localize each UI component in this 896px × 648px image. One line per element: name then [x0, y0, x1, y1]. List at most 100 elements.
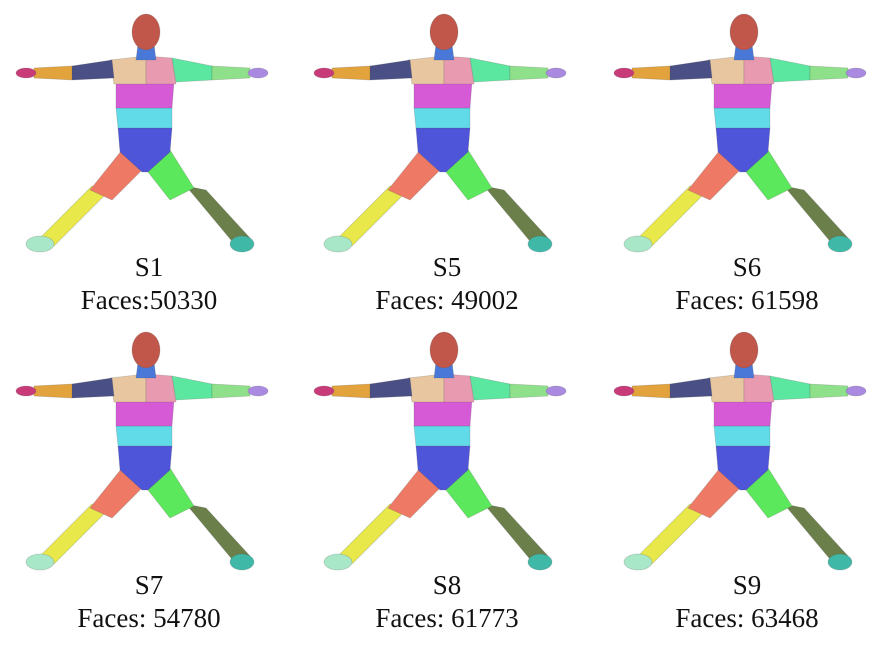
segment-chest [713, 81, 773, 109]
segment-chest [413, 399, 473, 427]
face-count: Faces: 63468 [675, 603, 819, 633]
segment-foot-left [323, 553, 353, 571]
segment-waist [713, 425, 771, 447]
segment-shoulder-right [743, 373, 775, 403]
subject-name: S6 [732, 252, 762, 282]
face-count: Faces: 54780 [77, 603, 221, 633]
segmented-body-svg [15, 331, 269, 571]
segment-chest [413, 81, 473, 109]
segment-hand-right [247, 67, 269, 79]
segment-foot-right [527, 553, 553, 571]
segment-forearm-right [211, 383, 251, 399]
segment-chest [713, 399, 773, 427]
body-mesh-image [298, 0, 596, 262]
segment-forearm-right [809, 383, 849, 399]
segment-hand-left [15, 385, 37, 397]
subject-panel: S7 Faces: 54780 [0, 318, 298, 642]
segment-waist [115, 107, 173, 129]
segment-head [131, 331, 161, 369]
segment-forearm-right [509, 383, 549, 399]
face-count: Faces: 61773 [375, 603, 519, 633]
segment-waist [713, 107, 771, 129]
segment-foot-right [229, 235, 255, 253]
segment-head [429, 13, 459, 51]
segment-shin-right [184, 503, 251, 565]
segment-hand-left [313, 67, 335, 79]
body-mesh-image [298, 318, 596, 580]
segment-foot-right [527, 235, 553, 253]
segment-hand-left [613, 67, 635, 79]
segment-chest [115, 399, 175, 427]
segment-waist [115, 425, 173, 447]
segment-upper-arm-left [669, 59, 713, 81]
segment-shin-left [637, 503, 709, 565]
segment-upper-arm-left [71, 59, 115, 81]
segment-foot-right [827, 235, 853, 253]
face-count: Faces: 61598 [675, 285, 819, 315]
segment-head [131, 13, 161, 51]
segment-forearm-right [211, 65, 251, 81]
segment-foot-right [827, 553, 853, 571]
segment-shin-left [39, 185, 111, 247]
segment-shin-right [482, 503, 549, 565]
subject-name: S9 [732, 570, 762, 600]
segment-forearm-left [33, 383, 73, 399]
segment-hand-right [845, 67, 867, 79]
segment-upper-arm-left [669, 377, 713, 399]
segment-waist [413, 425, 471, 447]
subject-name: S5 [432, 252, 462, 282]
segment-forearm-left [33, 65, 73, 81]
segment-hand-left [15, 67, 37, 79]
segmented-body-svg [15, 13, 269, 253]
segment-foot-right [229, 553, 255, 571]
segment-upper-arm-right [171, 57, 213, 83]
body-mesh-image [598, 318, 896, 580]
segment-shoulder-right [443, 55, 475, 85]
body-mesh-image [598, 0, 896, 262]
body-mesh-image [0, 318, 298, 580]
subject-panel: S8 Faces: 61773 [298, 318, 596, 642]
segment-shin-right [782, 503, 849, 565]
segment-upper-arm-right [469, 375, 511, 401]
segment-forearm-right [809, 65, 849, 81]
segmented-body-svg [613, 331, 867, 571]
segment-head [429, 331, 459, 369]
segment-shoulder-right [145, 55, 177, 85]
subject-name: S7 [134, 570, 164, 600]
subject-panel: S1 Faces:50330 [0, 0, 298, 324]
segment-forearm-left [631, 65, 671, 81]
face-count: Faces: 49002 [375, 285, 519, 315]
segment-upper-arm-right [769, 375, 811, 401]
segment-head [729, 331, 759, 369]
segment-shin-left [39, 503, 111, 565]
segmented-body-svg [313, 13, 567, 253]
segment-forearm-left [631, 383, 671, 399]
segment-shoulder-right [743, 55, 775, 85]
segment-waist [413, 107, 471, 129]
segment-shin-right [782, 185, 849, 247]
segment-upper-arm-left [71, 377, 115, 399]
segment-upper-arm-left [369, 377, 413, 399]
segment-hand-right [545, 385, 567, 397]
segment-shin-left [337, 503, 409, 565]
segment-chest [115, 81, 175, 109]
segment-foot-left [623, 235, 653, 253]
segment-shin-right [482, 185, 549, 247]
segment-forearm-left [331, 383, 371, 399]
segment-hand-right [545, 67, 567, 79]
segment-hand-right [247, 385, 269, 397]
segment-shin-left [637, 185, 709, 247]
segment-upper-arm-right [171, 375, 213, 401]
subject-panel: S6 Faces: 61598 [598, 0, 896, 324]
subject-name: S8 [432, 570, 462, 600]
body-mesh-image [0, 0, 298, 262]
segment-forearm-left [331, 65, 371, 81]
segment-foot-left [25, 235, 55, 253]
segment-hand-left [313, 385, 335, 397]
segment-shin-right [184, 185, 251, 247]
segment-hand-right [845, 385, 867, 397]
segment-hand-left [613, 385, 635, 397]
segment-shin-left [337, 185, 409, 247]
segment-foot-left [25, 553, 55, 571]
segment-foot-left [323, 235, 353, 253]
